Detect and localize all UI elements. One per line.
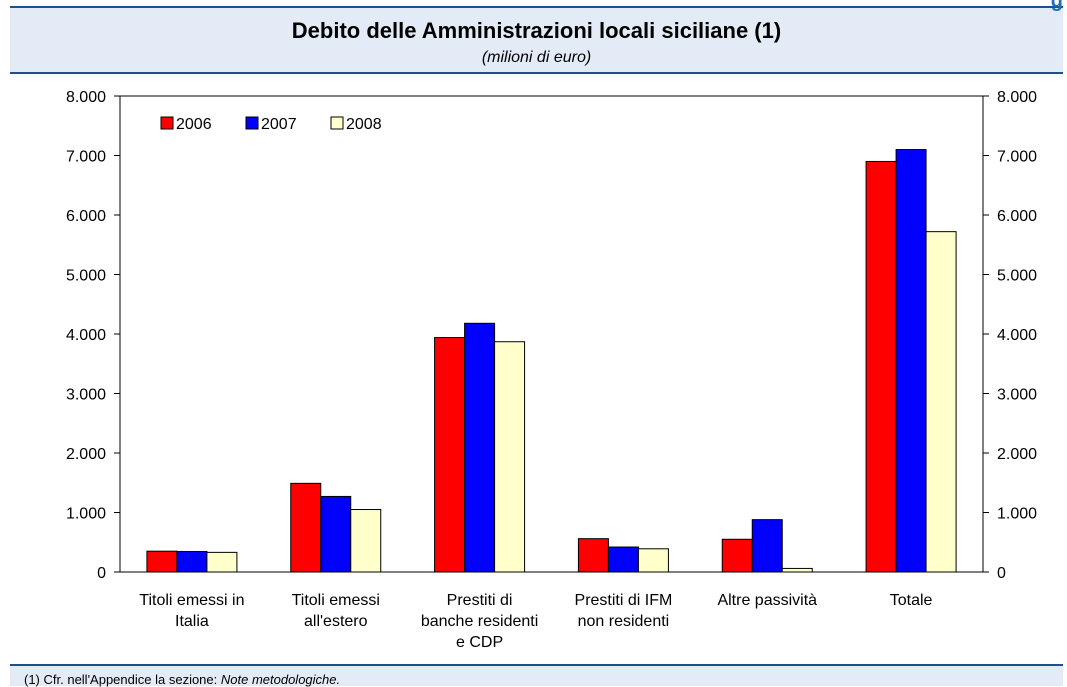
legend-label-2006: 2006	[176, 116, 212, 133]
left-axis-tick-label: 5.000	[66, 268, 106, 285]
bar-2008	[637, 548, 669, 573]
left-axis-tick-label: 0	[97, 565, 106, 582]
chart-title: Debito delle Amministrazioni locali sici…	[291, 18, 782, 43]
footer-rule	[10, 664, 1063, 666]
left-axis-tick-label: 8.000	[66, 89, 106, 106]
bar-2007	[607, 546, 639, 573]
x-axis-category-label: Prestiti di	[447, 592, 513, 609]
left-axis-tick-label: 2.000	[66, 446, 106, 463]
x-axis-category-label: Italia	[175, 613, 209, 630]
bar-2008	[206, 551, 238, 573]
x-axis-category-label: Altre passività	[717, 592, 817, 609]
bar-2006	[290, 482, 322, 573]
header-top-rule	[10, 6, 1063, 8]
right-axis-tick-label: 2.000	[997, 446, 1037, 463]
x-axis-category-label: non residenti	[578, 613, 670, 630]
left-axis-tick-label: 3.000	[66, 387, 106, 404]
legend-swatch-2006	[160, 116, 174, 130]
chart-header	[10, 8, 1063, 72]
x-axis-category-label: Totale	[890, 592, 933, 609]
x-axis-category-label: Titoli emessi in	[139, 592, 244, 609]
left-axis-tick-label: 7.000	[66, 149, 106, 166]
bar-2006	[721, 538, 753, 573]
bar-2007	[320, 495, 352, 573]
right-axis-tick-label: 3.000	[997, 387, 1037, 404]
right-axis-tick-label: 5.000	[997, 268, 1037, 285]
bar-2006	[146, 550, 178, 573]
x-axis-category-label: e CDP	[456, 634, 503, 651]
right-axis-tick-label: 6.000	[997, 208, 1037, 225]
legend-swatch-2007	[245, 116, 259, 130]
x-axis-category-label: banche residenti	[421, 613, 538, 630]
footnote-text: (1) Cfr. nell'Appendice la sezione:	[24, 672, 221, 687]
chart-footer	[10, 666, 1063, 686]
bar-2007	[895, 149, 927, 573]
plot-area-frame	[119, 95, 984, 573]
figure-corner-label: g	[1050, 0, 1063, 12]
right-axis-tick-label: 7.000	[997, 149, 1037, 166]
right-axis-tick-label: 8.000	[997, 89, 1037, 106]
right-axis-tick-label: 0	[997, 565, 1006, 582]
bar-2006	[577, 538, 609, 573]
left-axis-tick-label: 4.000	[66, 327, 106, 344]
right-axis-tick-label: 4.000	[997, 327, 1037, 344]
bar-2007	[464, 322, 496, 573]
bar-2006	[434, 337, 466, 573]
left-axis-tick-label: 1.000	[66, 506, 106, 523]
right-axis-tick-label: 1.000	[997, 506, 1037, 523]
legend-label-2008: 2008	[346, 116, 382, 133]
x-axis-category-label: Prestiti di IFM	[575, 592, 673, 609]
bar-2006	[865, 160, 897, 573]
bar-2008	[781, 567, 813, 573]
legend-label-2007: 2007	[261, 116, 297, 133]
header-bottom-rule	[10, 72, 1063, 74]
x-axis-category-label: all'estero	[304, 613, 368, 630]
bar-2008	[350, 509, 382, 573]
footnote-reference: Note metodologiche.	[220, 672, 341, 687]
bar-2007	[751, 519, 783, 573]
legend-swatch-2008	[330, 116, 344, 130]
footnote: (1) Cfr. nell'Appendice la sezione: Note…	[24, 672, 340, 687]
bar-2008	[494, 341, 526, 573]
chart-subtitle: (milioni di euro)	[481, 49, 592, 66]
bar-2008	[925, 231, 957, 573]
left-axis-tick-label: 6.000	[66, 208, 106, 225]
bar-2007	[176, 550, 208, 573]
x-axis-category-label: Titoli emessi	[292, 592, 380, 609]
